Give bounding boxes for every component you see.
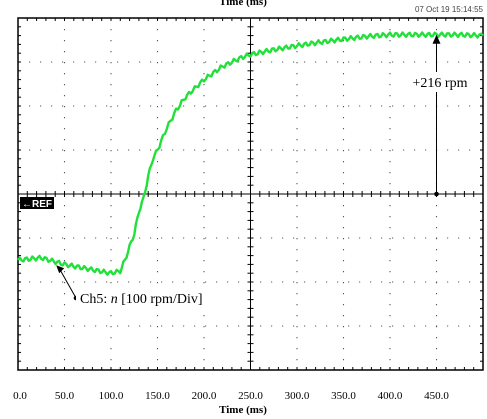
delta-base-dot	[434, 191, 439, 197]
x-tick-label: 450.0	[424, 390, 449, 402]
ch5-label-var: n	[111, 292, 118, 307]
center-axes	[17, 17, 484, 371]
ch5-label-prefix: Ch5:	[80, 292, 111, 307]
delta-arrow-head	[432, 34, 441, 44]
x-tick-label: 350.0	[331, 390, 356, 402]
x-tick-label: 150.0	[145, 390, 170, 402]
x-tick-labels: 0.0 50.0 100.0 150.0 200.0 250.0 300.0 350.0 400…	[13, 390, 449, 402]
delta-annotation: +216 rpm	[400, 34, 480, 197]
x-tick-label: 300.0	[285, 390, 310, 402]
ch5-label-suffix: [100 rpm/Div]	[118, 292, 203, 307]
ch5-callout-arrow-head	[56, 265, 65, 274]
x-tick-label: 50.0	[55, 390, 75, 402]
timestamp: 07 Oct 19 15:14:55	[415, 5, 484, 14]
ch5-label: Ch5: n [100 rpm/Div]	[80, 292, 203, 307]
ref-marker: ←REF	[20, 197, 54, 210]
ch5-callout-leader	[58, 267, 77, 299]
x-tick-label: 200.0	[192, 390, 217, 402]
delta-label: +216 rpm	[413, 76, 468, 91]
x-tick-label: 400.0	[378, 390, 403, 402]
x-axis-label: Time (ms)	[219, 404, 267, 416]
ref-marker-label: ←REF	[22, 199, 52, 210]
top-axis-label: Time (ms)	[219, 0, 267, 8]
ch5-callout: Ch5: n [100 rpm/Div]	[56, 265, 236, 308]
ch5-speed-trace	[17, 31, 484, 276]
x-tick-label: 100.0	[99, 390, 124, 402]
x-tick-label: 250.0	[238, 390, 263, 402]
x-tick-label: 0.0	[13, 390, 27, 402]
